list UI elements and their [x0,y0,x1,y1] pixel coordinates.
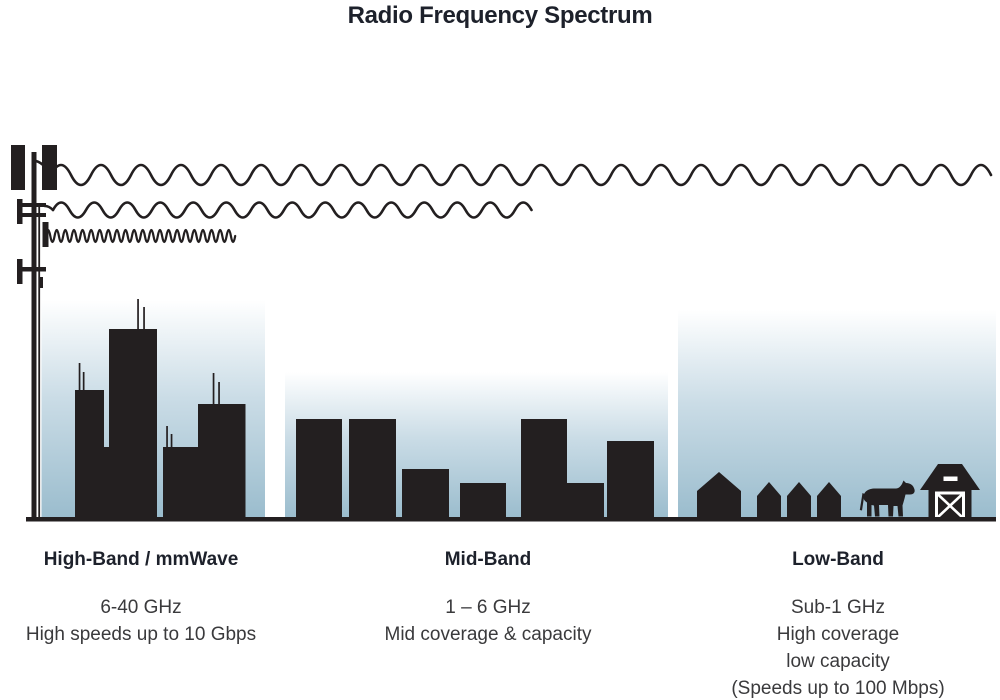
city-skyline-highband [75,299,246,520]
skyscraper [104,447,109,520]
band-detail: Mid coverage & capacity [384,624,592,645]
page-title: Radio Frequency Spectrum [347,2,653,29]
ground-line [26,517,996,522]
farm-scene-lowband [697,464,980,519]
antenna-panel-lower [17,259,23,284]
building [567,483,604,520]
building [349,419,396,520]
barn-door-cross [937,493,963,518]
radio-wave-medium-reach-icon [51,201,533,219]
radio-wave-medium-reach-lead [43,204,55,212]
tower-crossbar [20,203,46,207]
band-label-midband: Mid-Band 1 – 6 GHz Mid coverage & capaci… [363,549,613,648]
building [460,483,506,520]
band-detail: low capacity [786,651,890,672]
band-label-lowband: Low-Band Sub-1 GHz High coverage low cap… [703,549,973,700]
skyscraper [75,390,104,520]
band-name: Low-Band [792,549,884,570]
rooftop-antenna [143,307,145,330]
rooftop-antenna [82,372,85,391]
band-frequency: 6-40 GHz [100,597,182,618]
house-icon [697,472,741,519]
building [402,469,449,520]
radio-wave-short-reach-icon [44,228,237,244]
tower-mast-secondary [38,207,41,520]
radio-waves [34,159,993,244]
antenna-panel-mid [17,199,23,224]
skyscraper [163,447,198,520]
rooftop-antenna [166,426,168,448]
band-name: Mid-Band [444,549,532,570]
antenna-panel-left [11,145,25,190]
buildings-midband [296,419,654,520]
band-detail: (Speeds up to 100 Mbps) [731,678,945,699]
building [521,419,567,520]
rooftop-antenna [212,373,215,405]
skyscraper [198,404,246,520]
building [607,441,654,520]
band-frequency: Sub-1 GHz [791,597,885,618]
barn-loft-window [943,476,958,481]
rooftop-antenna [78,363,81,391]
band-detail: High coverage [776,624,900,645]
rooftop-antenna [137,299,139,330]
tower-crossbar [20,267,46,272]
rooftop-antenna [218,382,220,405]
rooftop-antenna [170,434,173,448]
cow-tail [859,493,865,511]
house-icon [817,482,841,519]
band-name: High-Band / mmWave [43,549,239,570]
barn-icon [920,464,980,518]
cell-tower-icon [11,145,57,520]
antenna-panel-right [42,145,57,190]
cow-icon [863,480,915,517]
building [296,419,342,520]
radio-wave-long-reach-icon [49,163,993,187]
band-label-highband: High-Band / mmWave 6-40 GHz High speeds … [16,549,266,648]
house-icon [787,482,811,519]
tower-crossbar [20,213,46,217]
antenna-panel-small [42,222,49,247]
house-icon [757,482,781,519]
tower-mast [31,152,37,520]
tower-stub [38,277,43,288]
band-frequency: 1 – 6 GHz [445,597,531,618]
band-detail: High speeds up to 10 Gbps [25,624,257,645]
skyscraper [109,329,157,520]
